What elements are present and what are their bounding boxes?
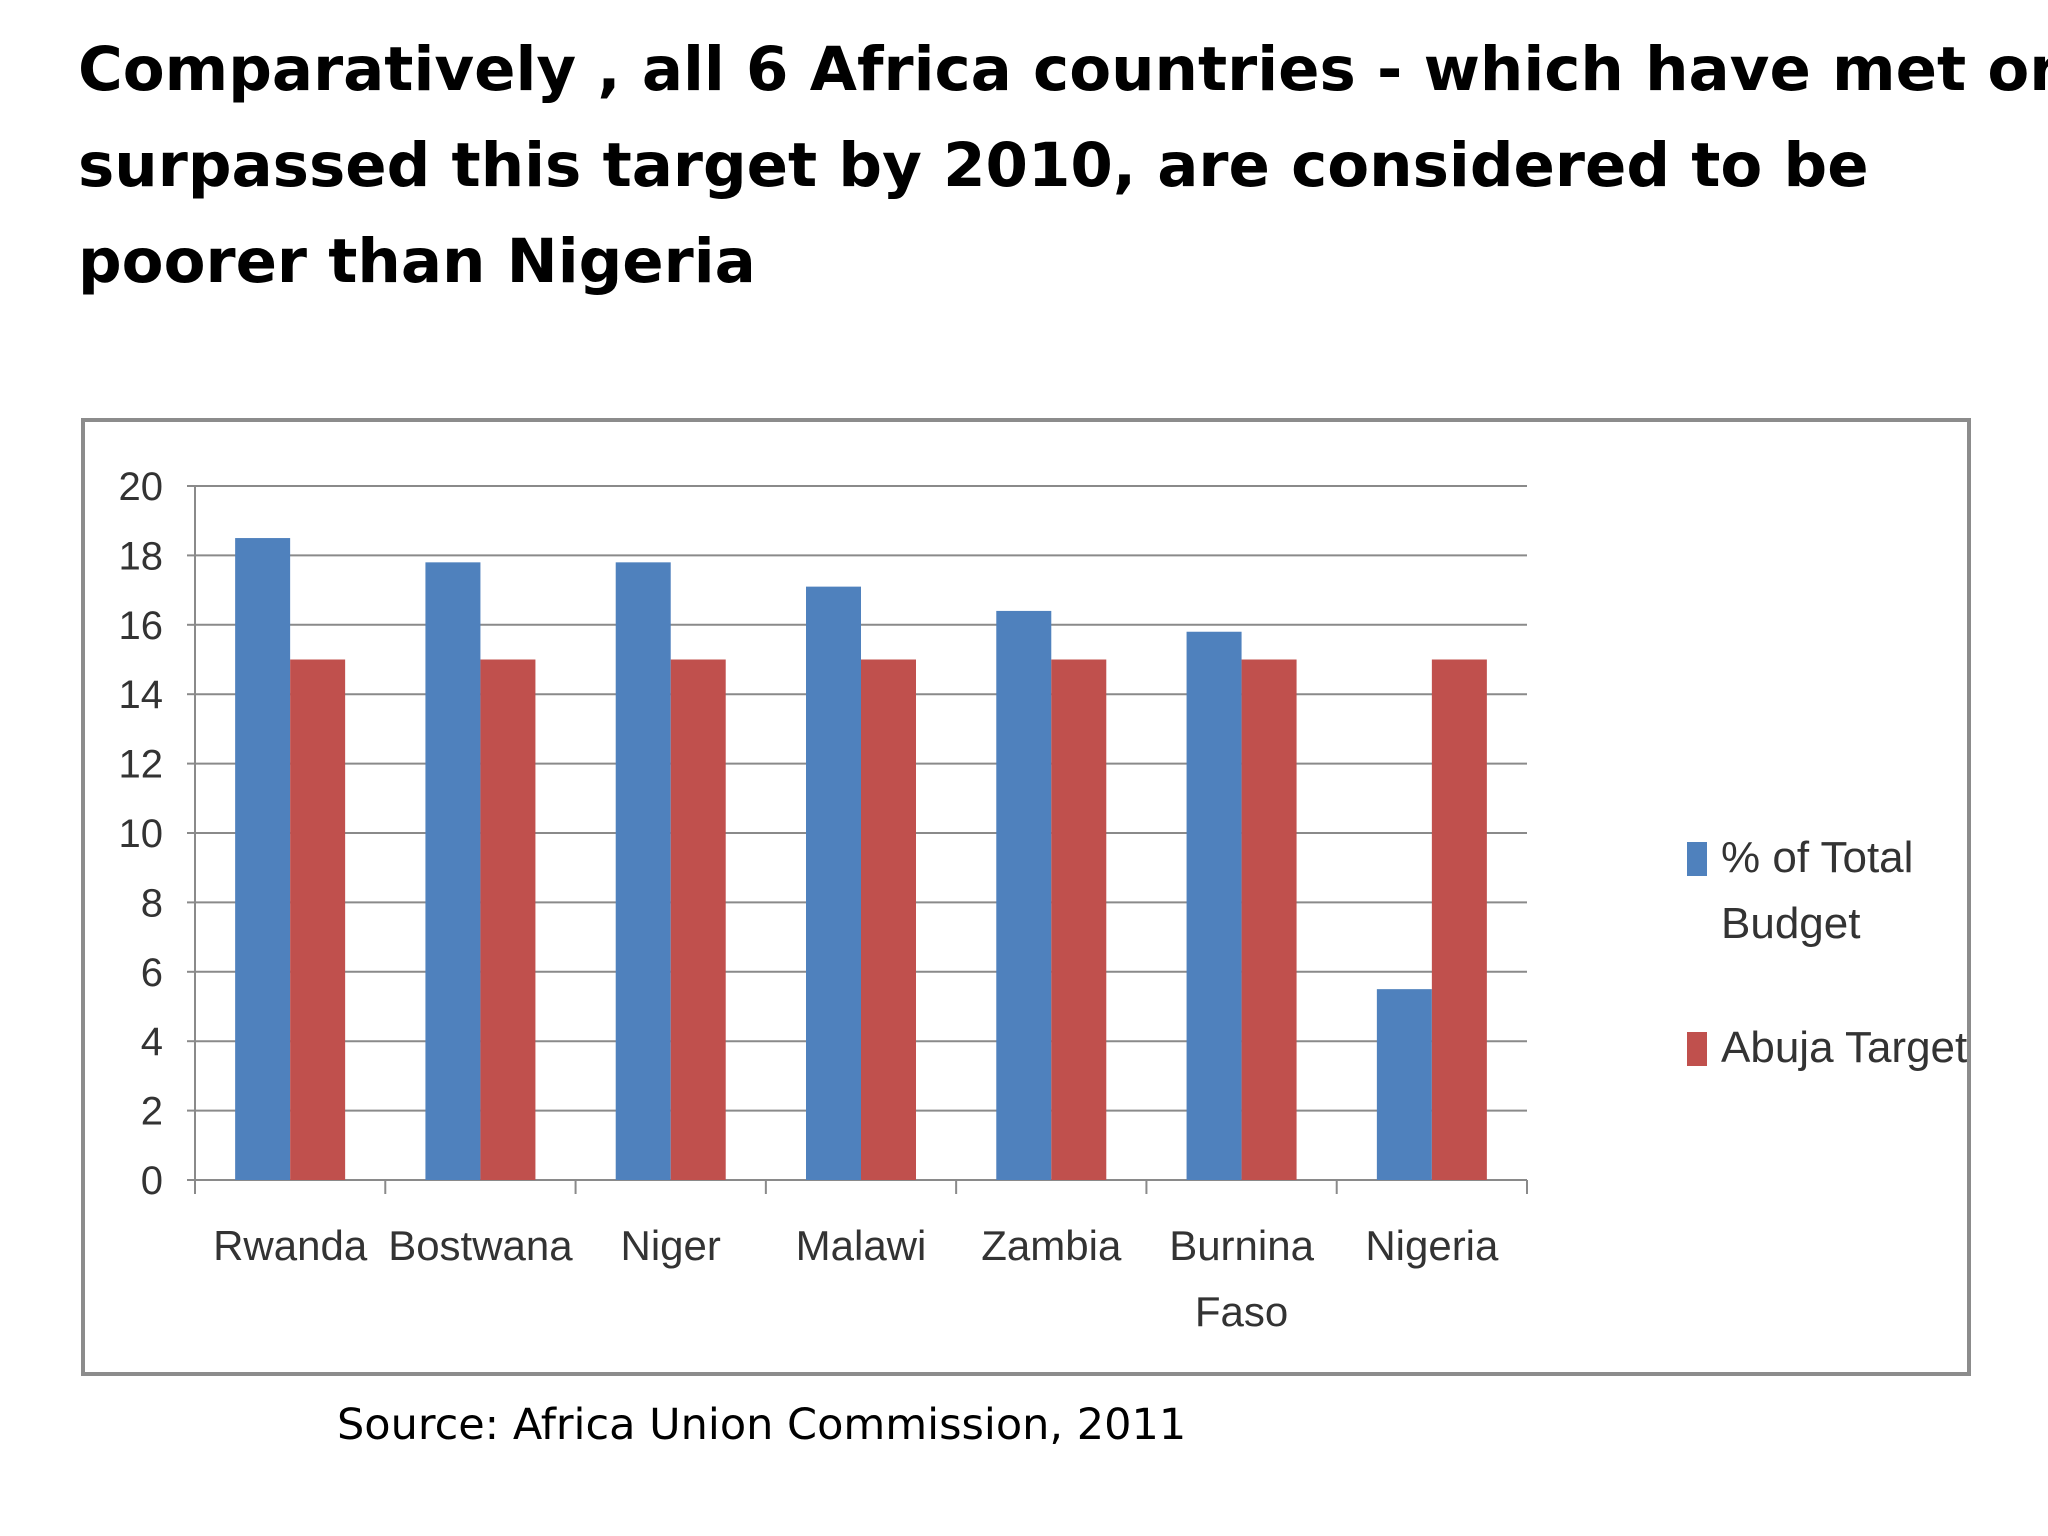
bar-1-0 bbox=[290, 659, 346, 1180]
legend-swatch-1 bbox=[1687, 1032, 1707, 1066]
legend-label: Budget bbox=[1721, 899, 1860, 948]
legend-label: Abuja Target bbox=[1721, 1023, 1967, 1072]
y-tick-label: 14 bbox=[119, 673, 164, 717]
y-tick-label: 8 bbox=[141, 881, 163, 925]
y-tick-label: 2 bbox=[141, 1090, 163, 1134]
category-label: Burnina bbox=[1169, 1222, 1314, 1269]
y-tick-label: 6 bbox=[141, 951, 163, 995]
slide-title-line-2: surpassed this target by 2010, are consi… bbox=[78, 130, 1869, 201]
bar-1-4 bbox=[1051, 659, 1107, 1180]
source-note: Source: Africa Union Commission, 2011 bbox=[337, 1400, 1187, 1450]
bar-1-1 bbox=[480, 659, 536, 1180]
bar-0-2 bbox=[615, 562, 671, 1180]
category-label: Zambia bbox=[981, 1222, 1122, 1269]
bar-0-3 bbox=[806, 586, 861, 1180]
bar-chart: 0 2 4 6 8 10 12 14 16 18 20 Rwanda Bostwana Niger Mala… bbox=[119, 465, 1968, 1335]
slide-title-line-1: Comparatively , all 6 Africa countries -… bbox=[78, 34, 2048, 105]
y-tick-label: 0 bbox=[141, 1159, 163, 1203]
bar-1-6 bbox=[1431, 659, 1487, 1180]
chart-frame: 0 2 4 6 8 10 12 14 16 18 20 Rwanda Bostwana Niger Mala… bbox=[81, 418, 1971, 1376]
category-label: Bostwana bbox=[388, 1222, 573, 1269]
bar-0-4 bbox=[996, 610, 1052, 1180]
y-tick-label: 18 bbox=[119, 534, 164, 578]
legend-swatch-0 bbox=[1687, 842, 1707, 876]
slide-title: Comparatively , all 6 Africa countries -… bbox=[78, 22, 2048, 310]
y-tick-label: 4 bbox=[141, 1020, 163, 1064]
category-label: Rwanda bbox=[213, 1222, 368, 1269]
slide-title-line-3: poorer than Nigeria bbox=[78, 226, 756, 297]
bar-0-6 bbox=[1376, 989, 1432, 1180]
bar-1-2 bbox=[670, 659, 726, 1180]
category-label: Faso bbox=[1195, 1288, 1288, 1335]
y-tick-label: 12 bbox=[119, 743, 164, 787]
y-tick-label: 16 bbox=[119, 604, 164, 648]
bar-1-5 bbox=[1241, 659, 1297, 1180]
category-label: Niger bbox=[621, 1222, 721, 1269]
bar-0-0 bbox=[235, 538, 291, 1180]
category-label: Malawi bbox=[796, 1222, 927, 1269]
bar-0-1 bbox=[425, 562, 481, 1180]
y-tick-label: 10 bbox=[119, 812, 164, 856]
bar-0-5 bbox=[1186, 631, 1242, 1180]
y-tick-label: 20 bbox=[119, 465, 164, 509]
bar-1-3 bbox=[861, 659, 916, 1180]
category-label: Nigeria bbox=[1365, 1222, 1499, 1269]
legend-label: % of Total bbox=[1721, 833, 1913, 882]
